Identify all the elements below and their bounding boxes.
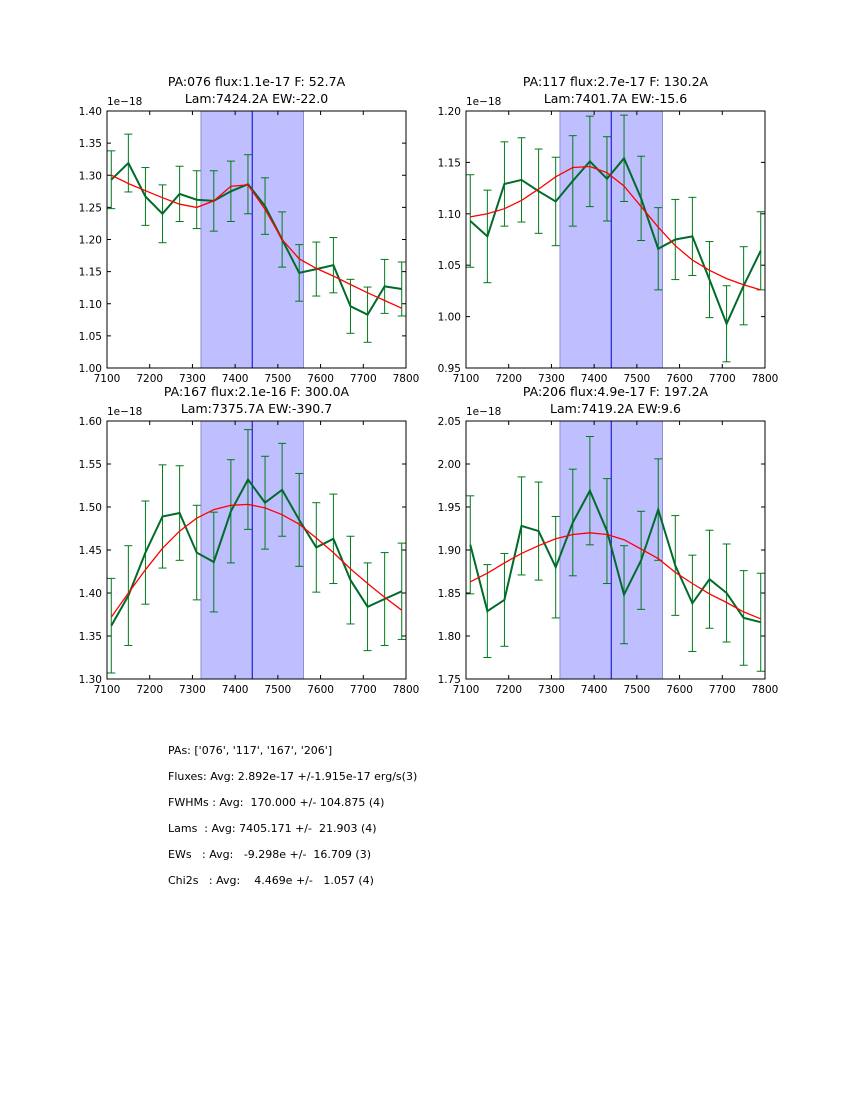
x-tick-label: 7400 — [581, 373, 608, 385]
y-tick-label: 2.00 — [438, 459, 461, 471]
summary-stats: PAs: ['076', '117', '167', '206'] Fluxes… — [168, 744, 417, 900]
y-tick-label: 1.00 — [79, 363, 102, 375]
y-tick-label: 1.85 — [438, 588, 461, 600]
subplot-pa-076: PA:076 flux:1.1e-17 F: 52.7A Lam:7424.2A … — [79, 74, 420, 385]
y-tick-label: 1.40 — [79, 106, 102, 118]
x-tick-label: 7500 — [264, 373, 291, 385]
x-tick-label: 7700 — [350, 684, 377, 696]
subplot-title-line1: PA:076 flux:1.1e-17 F: 52.7A — [168, 74, 346, 89]
x-tick-label: 7800 — [393, 684, 420, 696]
x-tick-label: 7700 — [709, 684, 736, 696]
stats-chi2s: Chi2s : Avg: 4.469e +/- 1.057 (4) — [168, 874, 374, 887]
stats-pas: PAs: ['076', '117', '167', '206'] — [168, 744, 333, 757]
stats-lams: Lams : Avg: 7405.171 +/- 21.903 (4) — [168, 822, 377, 835]
y-tick-label: 1.80 — [438, 631, 461, 643]
x-tick-label: 7400 — [222, 373, 249, 385]
y-offset-label: 1e−18 — [107, 96, 142, 108]
y-tick-label: 1.10 — [79, 299, 102, 311]
fit-series-line — [110, 503, 403, 618]
subplot-title-line1: PA:206 flux:4.9e-17 F: 197.2A — [523, 384, 709, 399]
x-tick-label: 7300 — [538, 373, 565, 385]
x-tick-label: 7400 — [222, 684, 249, 696]
x-tick-label: 7800 — [752, 373, 779, 385]
y-tick-label: 1.90 — [438, 545, 461, 557]
plot-area — [466, 111, 765, 368]
y-tick-label: 1.00 — [438, 312, 461, 324]
x-tick-label: 7200 — [495, 684, 522, 696]
x-tick-label: 7600 — [666, 684, 693, 696]
subplot-title-line1: PA:117 flux:2.7e-17 F: 130.2A — [523, 74, 709, 89]
y-tick-label: 1.75 — [438, 674, 461, 686]
x-tick-label: 7500 — [623, 373, 650, 385]
subplot-title-line2: Lam:7424.2A EW:-22.0 — [185, 91, 328, 106]
subplot-pa-167: PA:167 flux:2.1e-16 F: 300.0A Lam:7375.7A… — [79, 384, 420, 696]
y-tick-label: 1.30 — [79, 170, 102, 182]
fit-series-line — [470, 165, 761, 291]
plot-area — [107, 111, 406, 368]
y-tick-label: 1.35 — [79, 631, 102, 643]
x-tick-label: 7300 — [179, 373, 206, 385]
x-tick-label: 7200 — [136, 373, 163, 385]
x-tick-label: 7200 — [136, 684, 163, 696]
y-offset-label: 1e−18 — [466, 96, 501, 108]
stats-fwhms: FWHMs : Avg: 170.000 +/- 104.875 (4) — [168, 796, 385, 809]
x-tick-label: 7400 — [581, 684, 608, 696]
x-tick-label: 7600 — [307, 684, 334, 696]
fit-series-line — [470, 532, 761, 620]
y-tick-label: 0.95 — [438, 363, 461, 375]
x-tick-label: 7100 — [453, 373, 480, 385]
y-tick-label: 1.05 — [438, 260, 461, 272]
x-tick-label: 7200 — [495, 373, 522, 385]
x-tick-label: 7100 — [453, 684, 480, 696]
x-tick-label: 7700 — [350, 373, 377, 385]
axes-frame — [465, 110, 766, 369]
subplot-pa-206: PA:206 flux:4.9e-17 F: 197.2A Lam:7419.2A… — [438, 384, 779, 696]
data-series-line — [110, 161, 402, 317]
y-offset-label: 1e−18 — [466, 406, 501, 418]
y-tick-label: 1.95 — [438, 502, 461, 514]
y-tick-label: 1.05 — [79, 331, 102, 343]
y-tick-label: 1.25 — [79, 202, 102, 214]
y-tick-label: 1.15 — [438, 157, 461, 169]
subplot-title-line2: Lam:7375.7A EW:-390.7 — [181, 401, 332, 416]
y-offset-label: 1e−18 — [107, 406, 142, 418]
stats-ews: EWs : Avg: -9.298e +/- 16.709 (3) — [168, 848, 371, 861]
y-tick-label: 1.40 — [79, 588, 102, 600]
y-tick-label: 1.35 — [79, 138, 102, 150]
plot-area — [466, 421, 765, 679]
x-tick-label: 7800 — [752, 684, 779, 696]
x-tick-label: 7500 — [264, 684, 291, 696]
y-tick-label: 2.05 — [438, 416, 461, 428]
x-tick-label: 7700 — [709, 373, 736, 385]
x-tick-label: 7300 — [179, 684, 206, 696]
x-tick-label: 7600 — [307, 373, 334, 385]
subplot-title-line2: Lam:7419.2A EW:9.6 — [550, 401, 681, 416]
x-tick-label: 7600 — [666, 373, 693, 385]
plot-area — [107, 421, 406, 679]
subplot-title-line1: PA:167 flux:2.1e-16 F: 300.0A — [164, 384, 350, 399]
y-tick-label: 1.15 — [79, 267, 102, 279]
y-tick-label: 1.60 — [79, 416, 102, 428]
data-series-line — [110, 477, 403, 627]
data-series-line — [469, 488, 761, 624]
x-tick-label: 7300 — [538, 684, 565, 696]
x-tick-label: 7500 — [623, 684, 650, 696]
y-tick-label: 1.55 — [79, 459, 102, 471]
y-tick-label: 1.45 — [79, 545, 102, 557]
data-series-line — [469, 156, 762, 327]
x-tick-label: 7100 — [94, 373, 121, 385]
fit-series-line — [111, 174, 402, 309]
subplot-pa-117: PA:117 flux:2.7e-17 F: 130.2A Lam:7401.7A… — [438, 74, 779, 385]
x-tick-label: 7100 — [94, 684, 121, 696]
stats-fluxes: Fluxes: Avg: 2.892e-17 +/-1.915e-17 erg/… — [168, 770, 418, 783]
y-tick-label: 1.20 — [79, 235, 102, 247]
y-tick-label: 1.20 — [438, 106, 461, 118]
y-tick-label: 1.50 — [79, 502, 102, 514]
y-tick-label: 1.10 — [438, 209, 461, 221]
y-tick-label: 1.30 — [79, 674, 102, 686]
x-tick-label: 7800 — [393, 373, 420, 385]
subplot-title-line2: Lam:7401.7A EW:-15.6 — [544, 91, 687, 106]
